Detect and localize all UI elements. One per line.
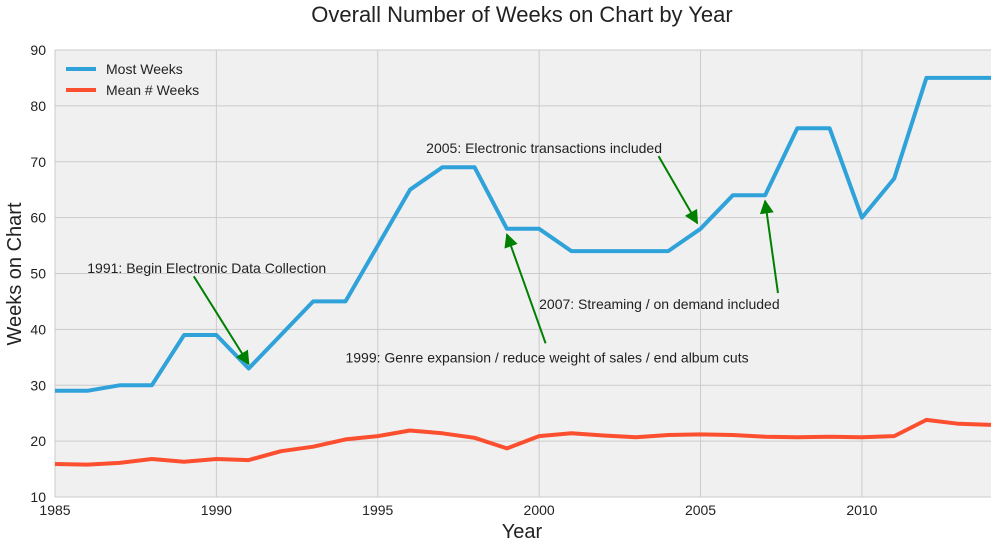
x-tick-label: 2010 bbox=[846, 502, 877, 518]
y-tick-label: 10 bbox=[30, 489, 46, 505]
annotation-arrow bbox=[192, 275, 250, 366]
y-tick-label: 40 bbox=[30, 321, 46, 337]
legend-label: Most Weeks bbox=[106, 61, 183, 77]
y-tick-label: 30 bbox=[30, 377, 46, 393]
x-axis-title: Year bbox=[502, 521, 543, 543]
x-tick-label: 2005 bbox=[685, 502, 716, 518]
legend-label: Mean # Weeks bbox=[106, 82, 199, 98]
y-tick-label: 60 bbox=[30, 210, 46, 226]
annotation-label: 1991: Begin Electronic Data Collection bbox=[87, 260, 326, 276]
y-tick-label: 90 bbox=[30, 42, 46, 58]
chart-title: Overall Number of Weeks on Chart by Year bbox=[311, 2, 732, 27]
annotations: 1991: Begin Electronic Data Collection 19… bbox=[87, 140, 779, 366]
annotation-arrow bbox=[759, 199, 779, 294]
annotation-label: 1999: Genre expansion / reduce weight of… bbox=[345, 349, 748, 365]
x-tick-label: 2000 bbox=[524, 502, 555, 518]
annotation-arrow bbox=[657, 155, 699, 225]
legend: Most Weeks Mean # Weeks bbox=[66, 61, 199, 98]
x-tick-label: 1985 bbox=[39, 502, 70, 518]
y-tick-label: 80 bbox=[30, 98, 46, 114]
y-axis-title: Weeks on Chart bbox=[4, 202, 26, 345]
y-tick-label: 20 bbox=[30, 433, 46, 449]
series-lines bbox=[54, 75, 992, 467]
x-tick-label: 1990 bbox=[201, 502, 232, 518]
y-tick-label: 70 bbox=[30, 154, 46, 170]
tick-labels: 10 20 30 40 50 60 70 80 90 1985 1990 1995 2000 2005 20… bbox=[30, 42, 877, 518]
annotation-label: 2005: Electronic transactions included bbox=[426, 140, 662, 156]
y-tick-label: 50 bbox=[30, 266, 46, 282]
annotation-label: 2007: Streaming / on demand included bbox=[539, 296, 780, 312]
x-tick-label: 1995 bbox=[362, 502, 393, 518]
annotation-arrow bbox=[504, 233, 547, 344]
series-line-1 bbox=[55, 75, 991, 393]
series-line-2 bbox=[54, 417, 992, 467]
